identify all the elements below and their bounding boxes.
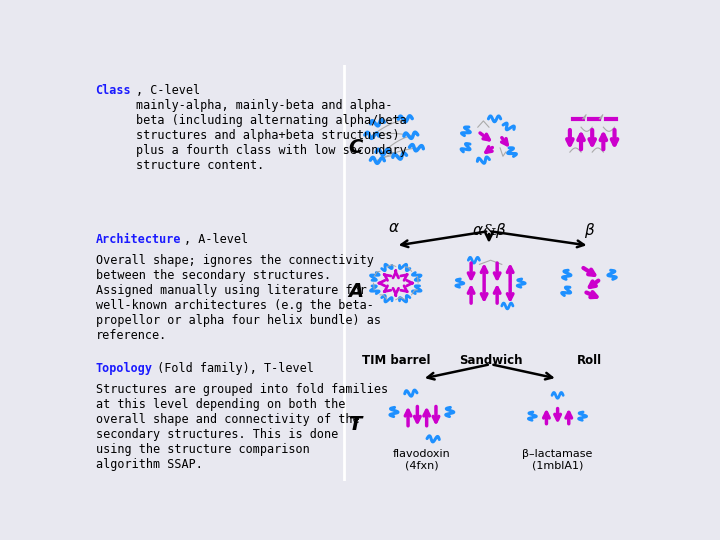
Text: β–lactamase
(1mblA1): β–lactamase (1mblA1) xyxy=(523,449,593,470)
Text: flavodoxin
(4fxn): flavodoxin (4fxn) xyxy=(393,449,451,470)
Text: Sandwich: Sandwich xyxy=(459,354,523,367)
Text: T: T xyxy=(348,415,361,434)
Text: , A-level: , A-level xyxy=(184,233,248,246)
Text: A: A xyxy=(348,282,364,301)
Text: Roll: Roll xyxy=(577,354,602,367)
Text: Structures are grouped into fold families
at this level depending on both the
ov: Structures are grouped into fold familie… xyxy=(96,383,387,471)
Text: Overall shape; ignores the connectivity
between the secondary structures.
Assign: Overall shape; ignores the connectivity … xyxy=(96,254,381,342)
Text: Topology: Topology xyxy=(96,362,153,375)
Text: TIM barrel: TIM barrel xyxy=(361,354,430,367)
Text: Class: Class xyxy=(96,84,131,97)
Text: C: C xyxy=(348,138,363,158)
Text: (Fold family), T-level: (Fold family), T-level xyxy=(150,362,314,375)
Text: $\alpha$: $\alpha$ xyxy=(388,221,400,235)
Text: $\beta$: $\beta$ xyxy=(584,221,595,240)
Text: Architecture: Architecture xyxy=(96,233,181,246)
Text: , C-level
mainly-alpha, mainly-beta and alpha-
beta (including alternating alpha: , C-level mainly-alpha, mainly-beta and … xyxy=(136,84,407,172)
Text: $\alpha$&$\beta$: $\alpha$&$\beta$ xyxy=(472,221,506,240)
